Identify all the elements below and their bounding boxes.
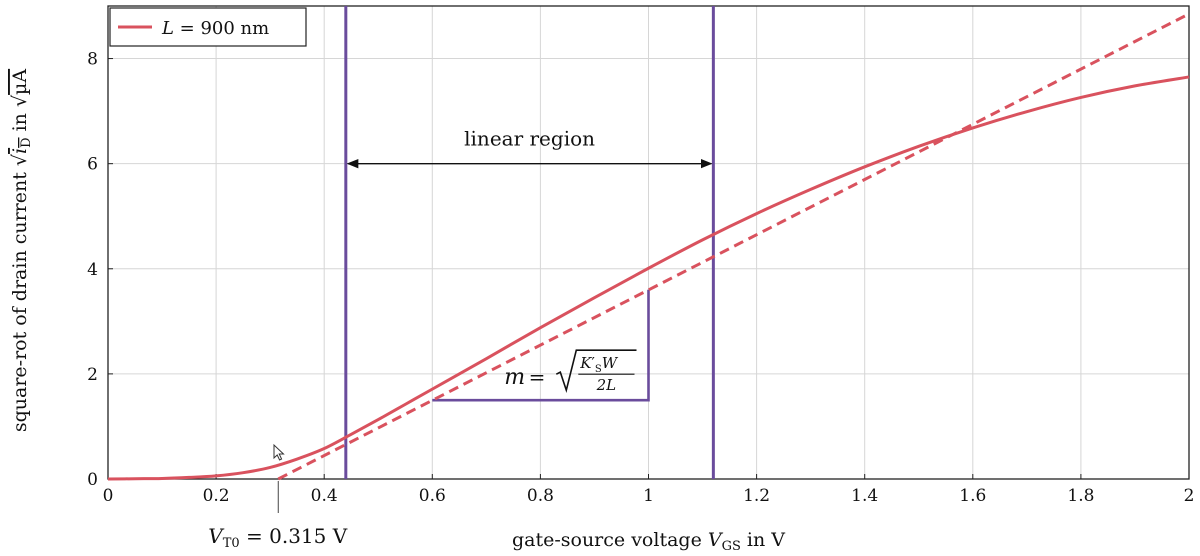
y-tick-label: 6 (87, 155, 98, 175)
y-axis: 0 2 4 6 8 (87, 50, 113, 490)
x-axis: 0 0.2 0.4 0.6 0.8 1 1.2 1.4 1.6 1.8 2 (103, 474, 1195, 506)
y-tick-label: 4 (87, 260, 98, 280)
legend-label: L = 900 nm (161, 18, 269, 39)
grid-lines (107, 6, 1190, 480)
y-tick-label: 8 (87, 50, 98, 70)
x-tick-label: 1.6 (959, 486, 986, 506)
slope-m: m (504, 365, 525, 390)
slope-formula: m = K′SW 2L (504, 349, 637, 394)
x-tick-label: 0.4 (311, 486, 338, 506)
x-tick-label: 2 (1184, 486, 1195, 506)
linear-region-label: linear region (464, 127, 595, 151)
x-tick-label: 0 (103, 486, 114, 506)
y-tick-label: 0 (87, 470, 98, 490)
y-axis-title-text: square-rot of drain current √iD in √µA (9, 69, 34, 433)
x-tick-label: 1.8 (1067, 486, 1094, 506)
y-tick-label: 2 (87, 365, 98, 385)
x-tick-label: 0.2 (203, 486, 230, 506)
sqrt-symbol (555, 349, 637, 394)
x-tick-label: 1.2 (743, 486, 770, 506)
legend: L = 900 nm (109, 7, 307, 47)
x-tick-label: 0.8 (527, 486, 554, 506)
x-tick-label: 1.4 (851, 486, 878, 506)
y-axis-title: square-rot of drain current √iD in √µA (9, 69, 34, 433)
series-line-linear-fit (277, 12, 1190, 481)
slope-triangle (432, 289, 650, 402)
slope-equals: = (522, 365, 551, 389)
slope-numerator: K′SW (579, 354, 618, 375)
x-axis-title: gate-source voltage VGS in V (512, 529, 785, 554)
slope-denominator: 2L (596, 376, 617, 394)
mouse-cursor-icon (273, 443, 285, 461)
threshold-label: VT0 = 0.315 V (208, 524, 347, 551)
x-tick-label: 1 (643, 486, 654, 506)
x-tick-label: 0.6 (419, 486, 446, 506)
